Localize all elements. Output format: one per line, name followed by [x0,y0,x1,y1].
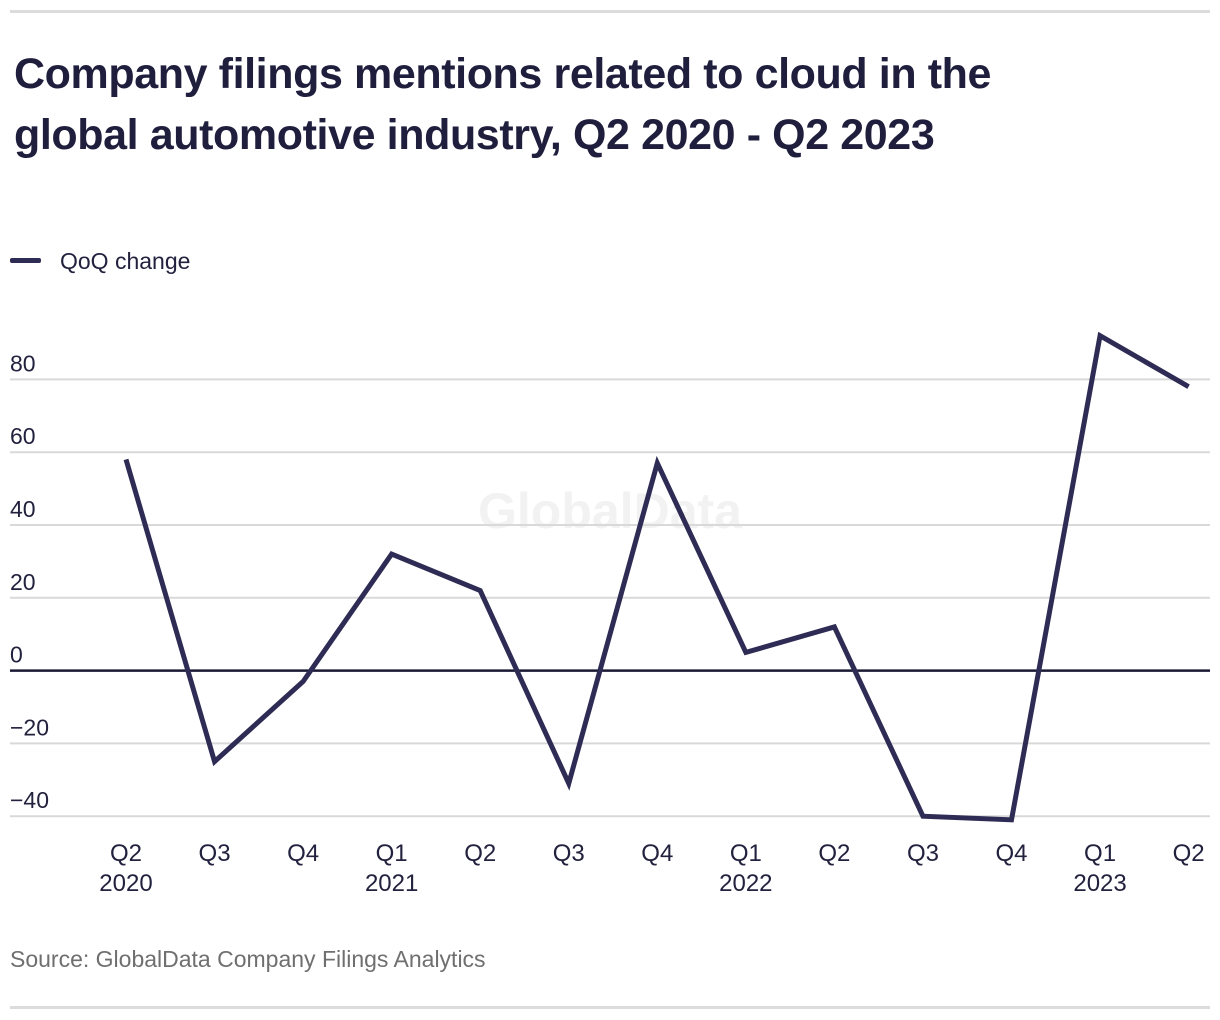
x-tick-label-quarter: Q4 [287,840,319,867]
top-divider [10,10,1210,13]
legend-line-swatch [10,258,41,263]
x-tick-label-quarter: Q3 [907,840,939,867]
watermark: GlobalData [478,483,743,539]
y-tick-label: 20 [10,569,36,595]
x-tick-label-quarter: Q3 [199,840,231,867]
x-tick-label-quarter: Q1 [730,840,762,867]
x-tick-label-quarter: Q4 [995,840,1027,867]
y-tick-label: 80 [10,350,36,376]
y-tick-label: −40 [10,787,49,813]
legend-label: QoQ change [60,248,191,274]
chart-title: Company filings mentions related to clou… [14,44,991,166]
qoq-change-series-line [123,331,1190,823]
chart-title-line1: Company filings mentions related to clou… [14,50,992,98]
x-tick-label-year: 2022 [719,870,772,897]
chart-title-line2: global automotive industry, Q2 2020 - Q2… [14,111,935,159]
y-tick-label: 60 [10,423,36,449]
x-tick-label-quarter: Q2 [1173,840,1205,867]
x-tick-label-quarter: Q2 [818,840,850,867]
x-tick-label-quarter: Q2 [110,840,142,867]
x-tick-label-quarter: Q2 [464,840,496,867]
x-tick-label-quarter: Q1 [376,840,408,867]
line-chart: GlobalData 80 60 40 20 0 −20 −40 Q2 2020 Q3 Q4 Q1 202… [10,331,1210,897]
x-tick-label-year: 2020 [99,870,152,897]
y-tick-label: 0 [10,642,23,668]
source-note: Source: GlobalData Company Filings Analy… [10,946,486,972]
x-tick-label-year: 2021 [365,870,418,897]
bottom-divider [10,1006,1210,1009]
y-tick-label: 40 [10,496,36,522]
x-tick-label-quarter: Q3 [553,840,585,867]
x-tick-label-year: 2023 [1073,870,1126,897]
x-tick-label-quarter: Q4 [641,840,673,867]
x-tick-label-quarter: Q1 [1084,840,1116,867]
y-tick-label: −20 [10,714,49,740]
